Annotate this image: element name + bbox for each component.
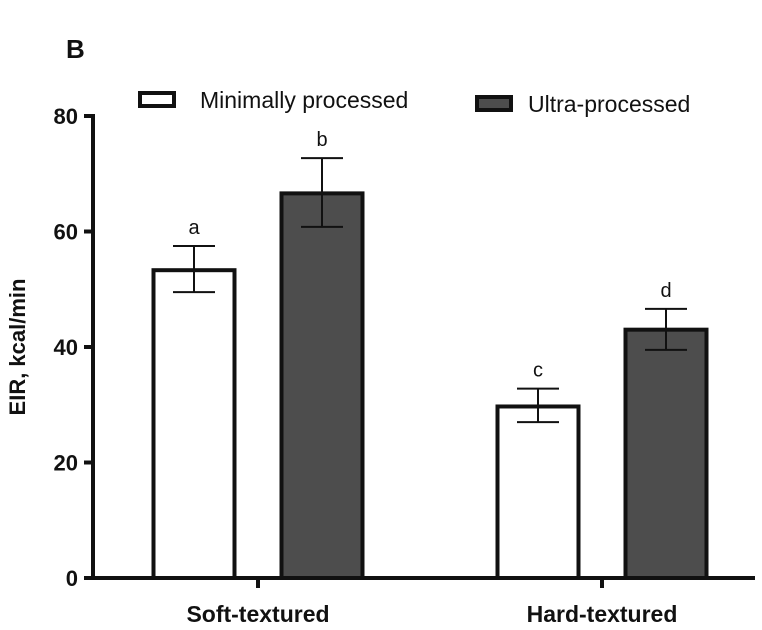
error-bar-ultra-processed-hard-textured [645, 307, 687, 351]
bar-minimally-processed-soft-textured [151, 268, 237, 580]
x-axis: Soft-textured Hard-textured [91, 576, 755, 627]
significance-label: a [188, 217, 200, 239]
panel-label: B [66, 34, 85, 64]
bars [151, 191, 709, 581]
legend: Minimally processed Ultra-processed [138, 87, 690, 117]
bar-ultra-processed-hard-textured [623, 327, 709, 580]
legend-label-minimally-processed: Minimally processed [200, 87, 408, 113]
y-tick-label: 0 [66, 566, 78, 591]
significance-label: d [660, 280, 671, 302]
error-bar-minimally-processed-soft-textured [173, 244, 215, 294]
significance-label: b [316, 129, 327, 151]
legend-swatch-minimally-processed [138, 91, 176, 108]
bar-minimally-processed-hard-textured [495, 404, 581, 581]
y-tick-label: 20 [54, 451, 78, 476]
y-tick-label: 80 [54, 104, 78, 129]
error-bars [173, 157, 687, 424]
y-tick-label: 60 [54, 220, 78, 245]
significance-labels: a b c d [188, 129, 671, 381]
legend-swatch-ultra-processed [475, 95, 513, 112]
error-bar-minimally-processed-hard-textured [517, 387, 559, 424]
error-bar-ultra-processed-soft-textured [301, 157, 343, 228]
y-tick-label: 40 [54, 335, 78, 360]
bar-ultra-processed-soft-textured [279, 191, 365, 580]
y-axis-title: EIR, kcal/min [5, 279, 30, 416]
y-axis: 0 20 40 60 80 [54, 104, 95, 591]
x-category-label-soft-textured: Soft-textured [186, 601, 329, 627]
significance-label: c [533, 360, 543, 382]
x-category-label-hard-textured: Hard-textured [527, 601, 678, 627]
legend-label-ultra-processed: Ultra-processed [528, 91, 690, 117]
